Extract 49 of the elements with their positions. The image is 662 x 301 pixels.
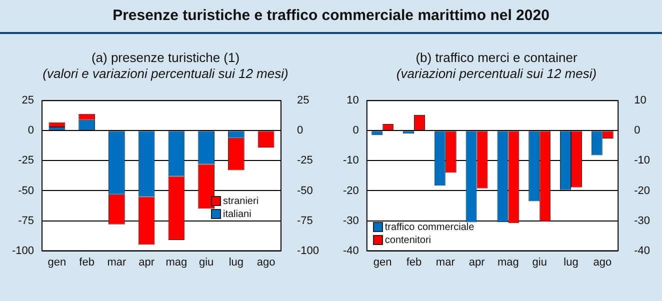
- y2-tick-label: 0: [634, 124, 640, 137]
- y2-tick-label: -20: [634, 184, 650, 197]
- y2-tick-label: -100: [296, 244, 320, 257]
- chart-title: (b) traffico merci e container: [414, 50, 578, 66]
- legend-label: contenitori: [384, 234, 432, 247]
- x-tick-label: gen: [48, 256, 66, 268]
- y-tick-label: -50: [18, 184, 34, 197]
- legend-label: italiani: [222, 208, 252, 221]
- y-tick-label: 10: [346, 94, 359, 107]
- y2-tick-label: 0: [296, 124, 304, 137]
- x-tick-label: feb: [406, 256, 422, 268]
- x-tick-label: lug: [564, 256, 578, 268]
- x-tick-label: lug: [228, 256, 244, 268]
- y2-tick-label: -25: [296, 154, 313, 167]
- x-tick-label: mar: [107, 256, 126, 268]
- x-tick-label: giu: [198, 256, 214, 268]
- x-tick-label: mar: [436, 256, 456, 268]
- x-tick-label: ago: [593, 256, 612, 268]
- legend-label: traffico commerciale: [384, 220, 474, 234]
- x-tick-label: giu: [532, 256, 547, 268]
- y-tick-label: -20: [342, 184, 359, 197]
- chart-subtitle: (valori e variazioni percentuali sui 12 mesi): [42, 66, 290, 82]
- y-tick-label: -10: [342, 154, 359, 167]
- y-tick-label: -75: [18, 214, 34, 227]
- x-tick-label: mag: [166, 256, 188, 268]
- x-tick-label: mag: [497, 256, 519, 268]
- x-tick-label: gen: [373, 256, 392, 268]
- y2-tick-label: -50: [296, 184, 313, 197]
- x-tick-label: apr: [468, 256, 486, 268]
- y2-tick-label: -40: [634, 244, 650, 257]
- x-tick-label: apr: [138, 256, 155, 268]
- y-tick-label: 0: [352, 124, 359, 137]
- y2-tick-label: -75: [296, 214, 313, 227]
- y-tick-label: 0: [28, 124, 34, 137]
- y-tick-label: 25: [22, 94, 34, 107]
- legend-label: stranieri: [222, 194, 259, 208]
- y-tick-label: -30: [342, 214, 359, 227]
- text: Presenze turistiche e traffico commerciale marittimo nel 2020: [0, 0, 662, 32]
- y2-tick-label: 10: [634, 94, 646, 107]
- y2-tick-label: -30: [634, 214, 650, 227]
- x-tick-label: ago: [256, 256, 276, 268]
- y-tick-label: -40: [342, 244, 359, 257]
- chart-subtitle: (variazioni percentuali sui 12 mesi): [395, 66, 598, 82]
- y-tick-label: -25: [18, 154, 34, 167]
- y2-tick-label: 25: [296, 94, 310, 107]
- y-tick-label: -100: [12, 244, 34, 257]
- x-tick-label: feb: [79, 256, 94, 268]
- chart-title: (a) presenze turistiche (1): [90, 50, 241, 66]
- y2-tick-label: -10: [634, 154, 650, 167]
